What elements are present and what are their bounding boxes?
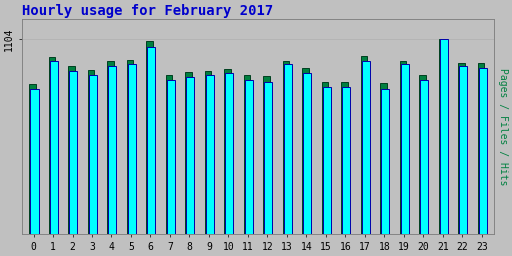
Bar (128, 64, 136, 234)
Bar (341, 82, 348, 234)
Bar (146, 41, 153, 234)
Bar (264, 82, 272, 234)
Bar (50, 61, 58, 234)
Bar (30, 89, 38, 234)
Bar (89, 75, 97, 234)
Bar (400, 61, 407, 234)
Bar (166, 75, 173, 234)
Bar (244, 75, 250, 234)
Bar (107, 61, 114, 234)
Bar (302, 68, 309, 234)
Bar (361, 56, 367, 234)
Text: Hourly usage for February 2017: Hourly usage for February 2017 (22, 4, 273, 18)
Bar (127, 60, 133, 234)
Bar (68, 66, 75, 234)
Bar (263, 76, 270, 234)
Bar (478, 63, 484, 234)
Bar (283, 61, 289, 234)
Bar (419, 75, 426, 234)
Bar (29, 84, 36, 234)
Bar (304, 73, 311, 234)
Bar (109, 66, 117, 234)
Bar (284, 64, 292, 234)
Bar (225, 73, 233, 234)
Bar (479, 68, 487, 234)
Bar (322, 82, 328, 234)
Bar (205, 71, 211, 234)
Bar (206, 75, 214, 234)
Bar (70, 71, 77, 234)
Bar (458, 62, 465, 234)
Bar (49, 57, 55, 234)
Bar (401, 64, 409, 234)
Bar (440, 39, 448, 234)
Bar (323, 87, 331, 234)
Bar (147, 47, 156, 234)
Bar (167, 80, 175, 234)
Bar (88, 70, 94, 234)
Bar (362, 61, 370, 234)
Y-axis label: Pages / Files / Hits: Pages / Files / Hits (498, 68, 508, 186)
Bar (380, 83, 387, 234)
Bar (381, 89, 390, 234)
Bar (186, 77, 195, 234)
Bar (459, 66, 467, 234)
Bar (185, 72, 192, 234)
Bar (420, 80, 429, 234)
Bar (224, 69, 231, 234)
Bar (245, 80, 253, 234)
Bar (439, 39, 445, 234)
Bar (343, 87, 351, 234)
